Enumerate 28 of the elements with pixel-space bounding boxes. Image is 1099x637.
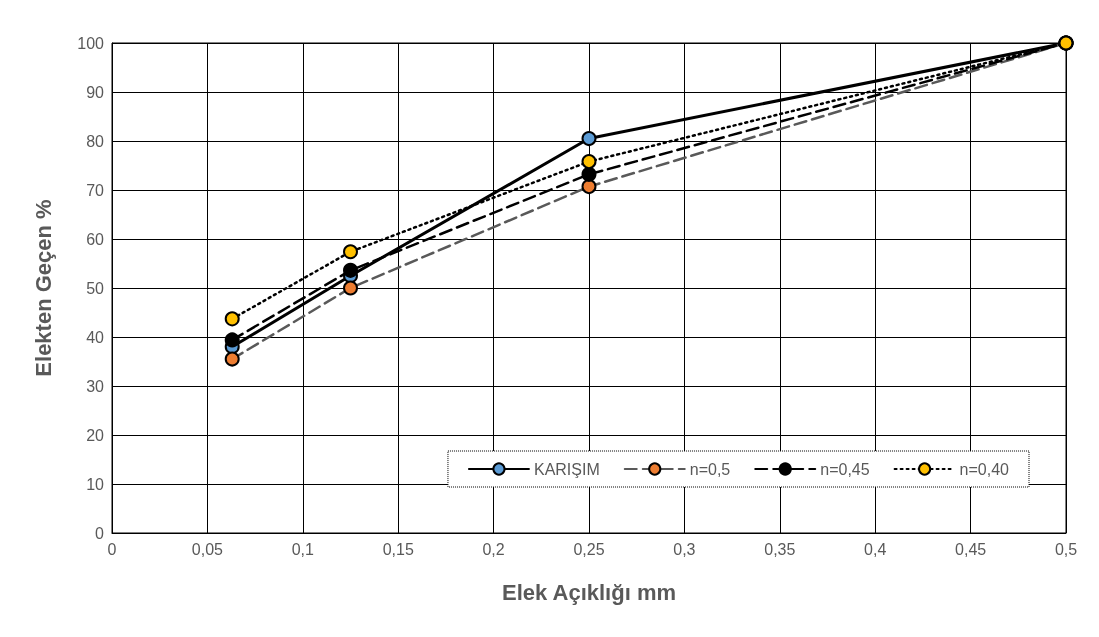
x-tick-label: 0,5: [1054, 540, 1078, 558]
y-tick-label: 70: [86, 181, 105, 199]
x-tick-label: 0: [107, 540, 117, 558]
y-tick-label: 50: [86, 279, 105, 297]
y-tick-label: 100: [77, 34, 105, 52]
y-tick-label: 80: [86, 132, 105, 150]
legend-label: KARIŞIM: [533, 460, 600, 478]
x-tick-label: 0,3: [673, 540, 696, 558]
legend-label: n=0,40: [959, 460, 1010, 478]
y-tick-label: 90: [86, 83, 105, 101]
x-tick-label: 0,05: [191, 540, 224, 558]
y-tick-label: 0: [95, 524, 105, 542]
x-tick-label: 0,2: [482, 540, 505, 558]
y-axis-title: Elekten Geçen %: [30, 199, 56, 377]
y-tick-label: 30: [86, 377, 105, 395]
x-tick-label: 0,45: [955, 540, 987, 558]
x-tick-label: 0,1: [291, 540, 315, 558]
x-tick-label: 0,25: [573, 540, 605, 558]
x-tick-label: 0,15: [382, 540, 414, 558]
y-tick-label: 60: [86, 230, 105, 248]
x-tick-label: 0,4: [864, 540, 887, 558]
y-tick-label: 40: [86, 328, 105, 346]
legend-label: n=0,45: [820, 460, 870, 478]
legend-label: n=0,5: [689, 460, 731, 478]
x-tick-label: 0,35: [764, 540, 796, 558]
y-tick-label: 10: [86, 475, 105, 493]
x-axis-title: Elek Açıklığı mm: [501, 579, 677, 605]
y-tick-label: 20: [86, 426, 105, 444]
